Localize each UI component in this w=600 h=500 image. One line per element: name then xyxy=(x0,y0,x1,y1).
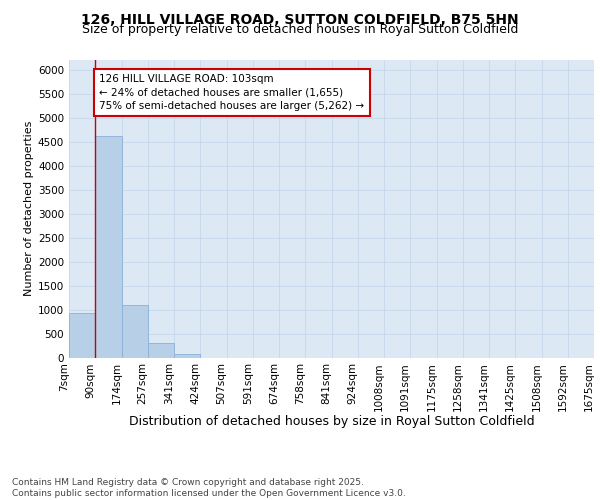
X-axis label: Distribution of detached houses by size in Royal Sutton Coldfield: Distribution of detached houses by size … xyxy=(128,416,535,428)
Text: 126, HILL VILLAGE ROAD, SUTTON COLDFIELD, B75 5HN: 126, HILL VILLAGE ROAD, SUTTON COLDFIELD… xyxy=(81,12,519,26)
Text: Contains HM Land Registry data © Crown copyright and database right 2025.
Contai: Contains HM Land Registry data © Crown c… xyxy=(12,478,406,498)
Y-axis label: Number of detached properties: Number of detached properties xyxy=(24,121,34,296)
Bar xyxy=(148,344,174,357)
Bar xyxy=(69,313,95,358)
Text: 126 HILL VILLAGE ROAD: 103sqm
← 24% of detached houses are smaller (1,655)
75% o: 126 HILL VILLAGE ROAD: 103sqm ← 24% of d… xyxy=(99,74,364,111)
Bar xyxy=(95,136,121,358)
Bar xyxy=(174,354,200,358)
Bar xyxy=(121,305,148,358)
Text: Size of property relative to detached houses in Royal Sutton Coldfield: Size of property relative to detached ho… xyxy=(82,22,518,36)
